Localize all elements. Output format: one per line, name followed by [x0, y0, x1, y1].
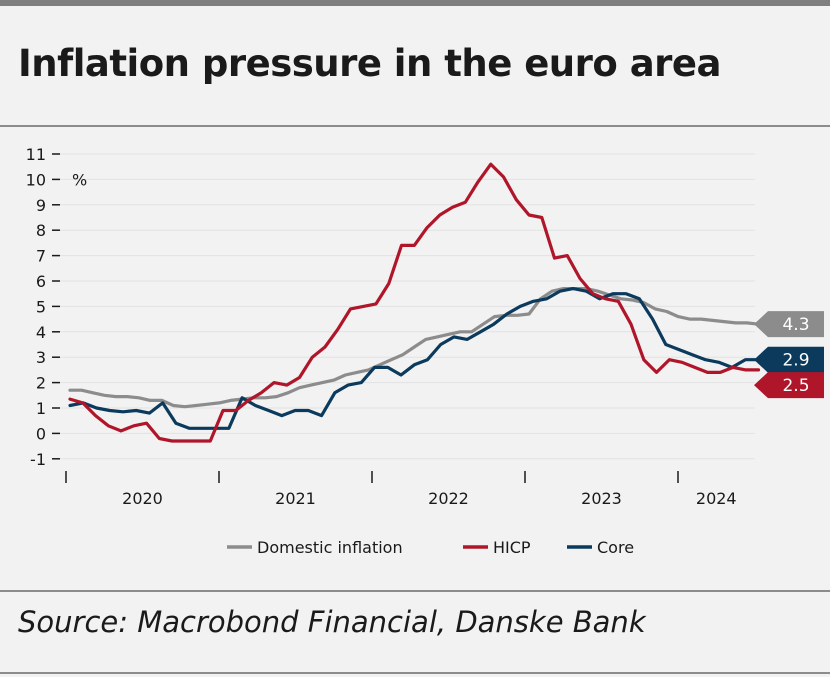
y-tick-label: 9 — [36, 196, 46, 215]
series-lines — [68, 162, 761, 443]
series-line-core — [68, 287, 761, 430]
x-tick-label: 2023 — [581, 489, 622, 508]
end-label-value: 2.5 — [782, 376, 809, 396]
y-tick-label: 5 — [36, 297, 46, 316]
legend-label: Core — [597, 538, 634, 557]
end-label-value: 4.3 — [782, 315, 809, 335]
y-axis-unit: % — [72, 170, 87, 189]
end-label-tag — [754, 372, 824, 399]
divider-bottom — [0, 590, 830, 592]
x-tick-label: 2024 — [696, 489, 737, 508]
y-tick-label: 0 — [36, 424, 46, 443]
end-labels: 4.3 2.9 2.5 — [754, 311, 824, 399]
series-line-hicp — [68, 162, 761, 443]
y-axis: -1 0 1 2 3 4 5 6 7 8 9 10 11 — [26, 145, 60, 469]
y-tick-label: 2 — [36, 374, 46, 393]
y-tick-label: 3 — [36, 348, 46, 367]
y-tick-label: 4 — [36, 323, 46, 342]
x-tick-label: 2020 — [122, 489, 163, 508]
chart-title: Inflation pressure in the euro area — [18, 42, 721, 85]
y-tick-label: 6 — [36, 272, 46, 291]
top-border — [0, 0, 830, 6]
x-axis: 2020 2021 2022 2023 2024 — [65, 471, 737, 508]
divider-top — [0, 125, 830, 127]
end-label-value: 2.9 — [782, 351, 809, 371]
y-tick-label: 1 — [36, 399, 46, 418]
x-tick-label: 2021 — [275, 489, 316, 508]
series-line-domestic-inflation — [68, 287, 761, 409]
legend: Domestic inflation HICP Core — [227, 538, 634, 557]
end-label-tag — [754, 311, 824, 338]
legend-label: Domestic inflation — [257, 538, 403, 557]
source-note: Source: Macrobond Financial, Danske Bank — [18, 605, 646, 639]
grid — [60, 153, 755, 460]
y-tick-label: 10 — [26, 170, 46, 189]
x-tick-label: 2022 — [428, 489, 469, 508]
y-tick-label: 8 — [36, 221, 46, 240]
divider-footer — [0, 672, 830, 674]
legend-label: HICP — [493, 538, 531, 557]
y-tick-label: 11 — [26, 145, 46, 164]
y-tick-label: 7 — [36, 247, 46, 266]
y-tick-label: -1 — [30, 450, 46, 469]
end-label-tag — [754, 346, 824, 373]
